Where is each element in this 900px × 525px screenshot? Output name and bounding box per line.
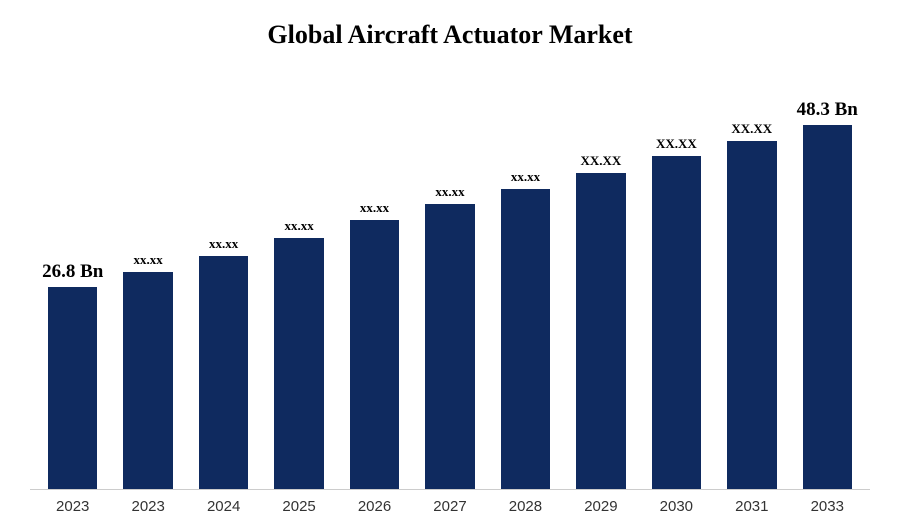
bar-value-label: xx.xx bbox=[284, 218, 313, 234]
bar-group: xx.xx bbox=[418, 75, 481, 489]
x-axis-tick: 2031 bbox=[720, 498, 783, 515]
bar bbox=[727, 141, 776, 490]
bar-group: 48.3 Bn bbox=[796, 75, 859, 489]
x-axis-tick: 2023 bbox=[41, 498, 104, 515]
bar-group: XX.XX bbox=[645, 75, 708, 489]
bar-group: 26.8 Bn bbox=[41, 75, 104, 489]
bar-value-label: XX.XX bbox=[656, 136, 697, 152]
bar-group: XX.XX bbox=[569, 75, 632, 489]
bar-value-label: xx.xx bbox=[360, 200, 389, 216]
bar-value-label: 26.8 Bn bbox=[42, 261, 103, 283]
x-axis-tick: 2030 bbox=[645, 498, 708, 515]
x-axis-tick: 2027 bbox=[418, 498, 481, 515]
plot-area: 26.8 Bn xx.xx xx.xx xx.xx xx.xx xx.xx xx.xx XX.… bbox=[30, 75, 870, 490]
bar-group: xx.xx bbox=[267, 75, 330, 489]
bar-group: XX.XX bbox=[720, 75, 783, 489]
bar-value-label: xx.xx bbox=[511, 169, 540, 185]
bar bbox=[425, 204, 474, 489]
bar bbox=[501, 189, 550, 489]
bar bbox=[350, 220, 399, 489]
x-axis-tick: 2023 bbox=[116, 498, 179, 515]
bar-value-label: XX.XX bbox=[731, 121, 772, 137]
bar bbox=[803, 125, 852, 489]
bar-group: xx.xx bbox=[343, 75, 406, 489]
chart-container: Global Aircraft Actuator Market 26.8 Bn x… bbox=[0, 0, 900, 525]
bar bbox=[274, 238, 323, 489]
x-axis-tick: 2026 bbox=[343, 498, 406, 515]
chart-title: Global Aircraft Actuator Market bbox=[30, 20, 870, 50]
bar-value-label: xx.xx bbox=[435, 184, 464, 200]
x-axis-tick: 2029 bbox=[569, 498, 632, 515]
x-axis: 2023 2023 2024 2025 2026 2027 2028 2029 2030 2031… bbox=[30, 490, 870, 515]
x-axis-tick: 2028 bbox=[494, 498, 557, 515]
bar bbox=[123, 272, 172, 489]
bar-value-label: 48.3 Bn bbox=[797, 99, 858, 121]
bar-group: xx.xx bbox=[116, 75, 179, 489]
bar bbox=[48, 287, 97, 489]
x-axis-tick: 2024 bbox=[192, 498, 255, 515]
bar-value-label: xx.xx bbox=[209, 236, 238, 252]
bar-group: xx.xx bbox=[494, 75, 557, 489]
bar bbox=[199, 256, 248, 489]
x-axis-tick: 2025 bbox=[267, 498, 330, 515]
bar-value-label: XX.XX bbox=[580, 153, 621, 169]
bar bbox=[652, 156, 701, 489]
bar-value-label: xx.xx bbox=[134, 252, 163, 268]
x-axis-tick: 2033 bbox=[796, 498, 859, 515]
bar-group: xx.xx bbox=[192, 75, 255, 489]
bar bbox=[576, 173, 625, 489]
